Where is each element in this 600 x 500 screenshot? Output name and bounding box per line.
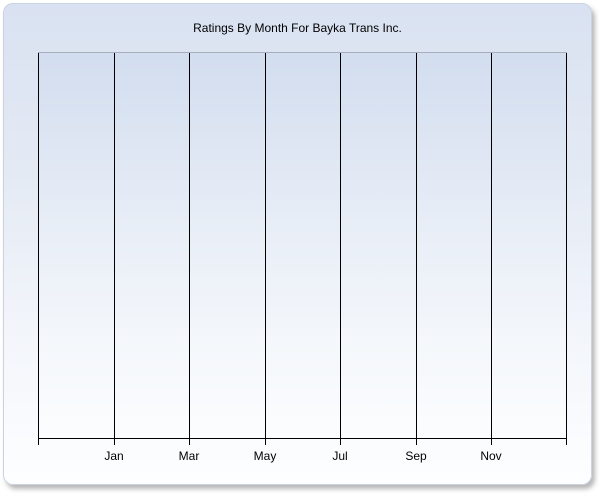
x-axis-label: May [253, 449, 277, 463]
gridline [491, 53, 492, 445]
x-axis-label: Sep [405, 449, 427, 463]
gridline [265, 53, 266, 445]
chart-panel: Ratings By Month For Bayka Trans Inc. Ja… [3, 3, 592, 485]
gridline [38, 53, 39, 445]
gridline [416, 53, 417, 445]
gridline [340, 53, 341, 445]
gridline [114, 53, 115, 445]
x-axis-label: Jan [104, 449, 124, 463]
x-axis-label: Nov [480, 449, 502, 463]
x-axis-label: Mar [178, 449, 200, 463]
chart-title: Ratings By Month For Bayka Trans Inc. [193, 21, 402, 35]
plot-area [38, 52, 567, 445]
gridline [189, 53, 190, 445]
gridline [566, 53, 567, 445]
x-axis-label: Jul [332, 449, 348, 463]
x-axis-labels: Jan Mar May Jul Sep Nov [4, 4, 591, 484]
